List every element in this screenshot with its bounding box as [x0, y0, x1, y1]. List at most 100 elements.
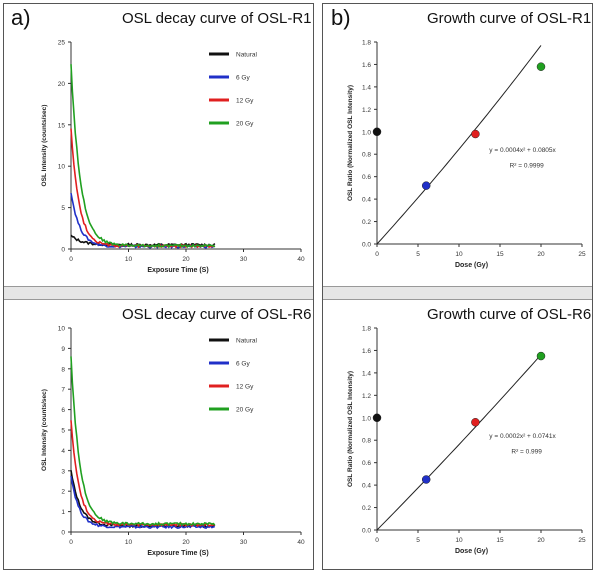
panel-a: a) OSL decay curve of OSL-R1 0 5 10 15 20 25 0… — [3, 3, 314, 570]
panel-a-divider — [4, 286, 313, 300]
data-point — [471, 418, 480, 427]
x-tick-label: 25 — [578, 537, 586, 544]
y-tick-label: 1 — [61, 509, 65, 516]
fit-equation: y = 0.0002x² + 0.0741x — [489, 433, 556, 440]
y-axis-label: OSL Intensity (counts/sec) — [41, 389, 48, 471]
data-point — [536, 62, 546, 71]
x-axis-label: Exposure Time (S) — [147, 550, 208, 557]
fit-r-squared: R² = 0.999 — [511, 449, 542, 456]
y-tick-label: 1.8 — [362, 40, 371, 47]
data-point — [372, 127, 382, 137]
y-tick-label: 8 — [61, 366, 65, 373]
y-axis-label: OSL Ratio (Normalized OSL Intensity) — [347, 85, 354, 201]
y-axis-label: OSL Ratio (Normalized OSL Intensity) — [347, 371, 354, 487]
x-tick-label: 10 — [455, 251, 463, 258]
y-tick-label: 25 — [58, 40, 66, 47]
growth-chart-r1: 0.0 0.2 0.4 0.6 0.8 1.0 1.2 1.4 1.6 1.8 0 5 10 15 20 25… — [347, 40, 586, 270]
y-tick-label: 6 — [61, 407, 65, 414]
legend-label: Natural — [236, 52, 258, 59]
x-tick-label: 5 — [416, 537, 420, 544]
x-tick-label: 5 — [416, 251, 420, 258]
legend-label: 12 Gy — [236, 98, 254, 105]
x-tick-label: 20 — [537, 537, 545, 544]
y-tick-label: 0 — [61, 530, 65, 537]
y-tick-label: 9 — [61, 346, 65, 353]
y-axis-label: OSL Intensity (counts/sec) — [41, 105, 48, 187]
legend-label: Natural — [236, 338, 258, 345]
legend-label: 20 Gy — [236, 121, 254, 128]
x-axis-label: Dose (Gy) — [455, 548, 488, 555]
x-tick-label: 0 — [375, 537, 379, 544]
y-tick-label: 1.0 — [362, 129, 371, 136]
panel-b: b) Growth curve of OSL-R1 0.0 0.2 0.4 0.6 0.… — [322, 3, 593, 570]
series-line — [70, 64, 216, 249]
legend-label: 6 Gy — [236, 361, 250, 368]
y-tick-label: 10 — [58, 164, 66, 171]
y-tick-label: 0.0 — [362, 528, 371, 535]
legend-label: 20 Gy — [236, 407, 254, 414]
chart-title-decay-r6: OSL decay curve of OSL-R6 — [122, 306, 312, 323]
series-line — [70, 356, 216, 527]
y-tick-label: 3 — [61, 468, 65, 475]
panel-b-label: b) — [331, 5, 351, 30]
y-tick-label: 1.4 — [362, 84, 371, 91]
y-tick-label: 1.4 — [362, 370, 371, 377]
data-point — [372, 413, 382, 423]
chart-title-growth-r6: Growth curve of OSL-R6 — [427, 306, 592, 323]
y-tick-label: 0.0 — [362, 242, 371, 249]
y-tick-label: 1.8 — [362, 326, 371, 333]
y-tick-label: 0.6 — [362, 460, 371, 467]
y-tick-label: 0.8 — [362, 438, 371, 445]
y-tick-label: 7 — [61, 387, 65, 394]
x-tick-label: 15 — [496, 251, 504, 258]
y-tick-label: 0.4 — [362, 197, 371, 204]
x-tick-label: 0 — [69, 539, 73, 546]
data-point — [536, 351, 546, 361]
y-tick-label: 20 — [58, 81, 66, 88]
y-tick-label: 0.4 — [362, 483, 371, 490]
x-tick-label: 10 — [455, 537, 463, 544]
decay-chart-r1: 0 5 10 15 20 25 0 10 20 30 40 Exposure Time (S) OSL … — [41, 40, 305, 275]
x-axis-label: Dose (Gy) — [455, 262, 488, 269]
x-tick-label: 30 — [240, 539, 248, 546]
y-tick-label: 0 — [61, 247, 65, 254]
x-tick-label: 20 — [182, 256, 190, 263]
y-tick-label: 0.8 — [362, 152, 371, 159]
data-point — [471, 129, 480, 139]
panel-b-divider — [323, 286, 592, 300]
chart-title-decay-r1: OSL decay curve of OSL-R1 — [122, 10, 312, 27]
decay-chart-r6: 0 1 2 3 4 5 6 7 8 9 10 0 10 20 30 40 Exposure Time (S) OS… — [41, 326, 305, 558]
x-tick-label: 0 — [375, 251, 379, 258]
y-tick-label: 1.6 — [362, 348, 371, 355]
x-tick-label: 10 — [125, 539, 133, 546]
series-line — [70, 192, 216, 249]
x-axis-label: Exposure Time (S) — [147, 267, 208, 274]
x-tick-label: 20 — [182, 539, 190, 546]
y-tick-label: 5 — [61, 205, 65, 212]
x-tick-label: 40 — [297, 539, 305, 546]
x-tick-label: 30 — [240, 256, 248, 263]
fit-line — [376, 45, 542, 245]
data-point — [421, 475, 431, 484]
x-tick-label: 15 — [496, 537, 504, 544]
y-tick-label: 2 — [61, 489, 65, 496]
chart-title-growth-r1: Growth curve of OSL-R1 — [427, 10, 592, 27]
y-tick-label: 1.2 — [362, 393, 371, 400]
y-tick-label: 1.6 — [362, 62, 371, 69]
fit-equation: y = 0.0004x² + 0.0805x — [489, 147, 556, 154]
x-tick-label: 20 — [537, 251, 545, 258]
y-tick-label: 15 — [58, 122, 66, 129]
y-tick-label: 1.0 — [362, 415, 371, 422]
y-tick-label: 4 — [61, 448, 65, 455]
y-tick-label: 0.2 — [362, 219, 371, 226]
y-tick-label: 5 — [61, 428, 65, 435]
legend-label: 12 Gy — [236, 384, 254, 391]
y-tick-label: 0.6 — [362, 174, 371, 181]
y-tick-label: 0.2 — [362, 505, 371, 512]
legend-label: 6 Gy — [236, 75, 250, 82]
panel-a-label: a) — [11, 5, 31, 30]
fit-r-squared: R² = 0.9999 — [510, 163, 545, 170]
y-tick-label: 1.2 — [362, 107, 371, 114]
series-line — [70, 475, 216, 530]
data-point — [421, 181, 431, 190]
